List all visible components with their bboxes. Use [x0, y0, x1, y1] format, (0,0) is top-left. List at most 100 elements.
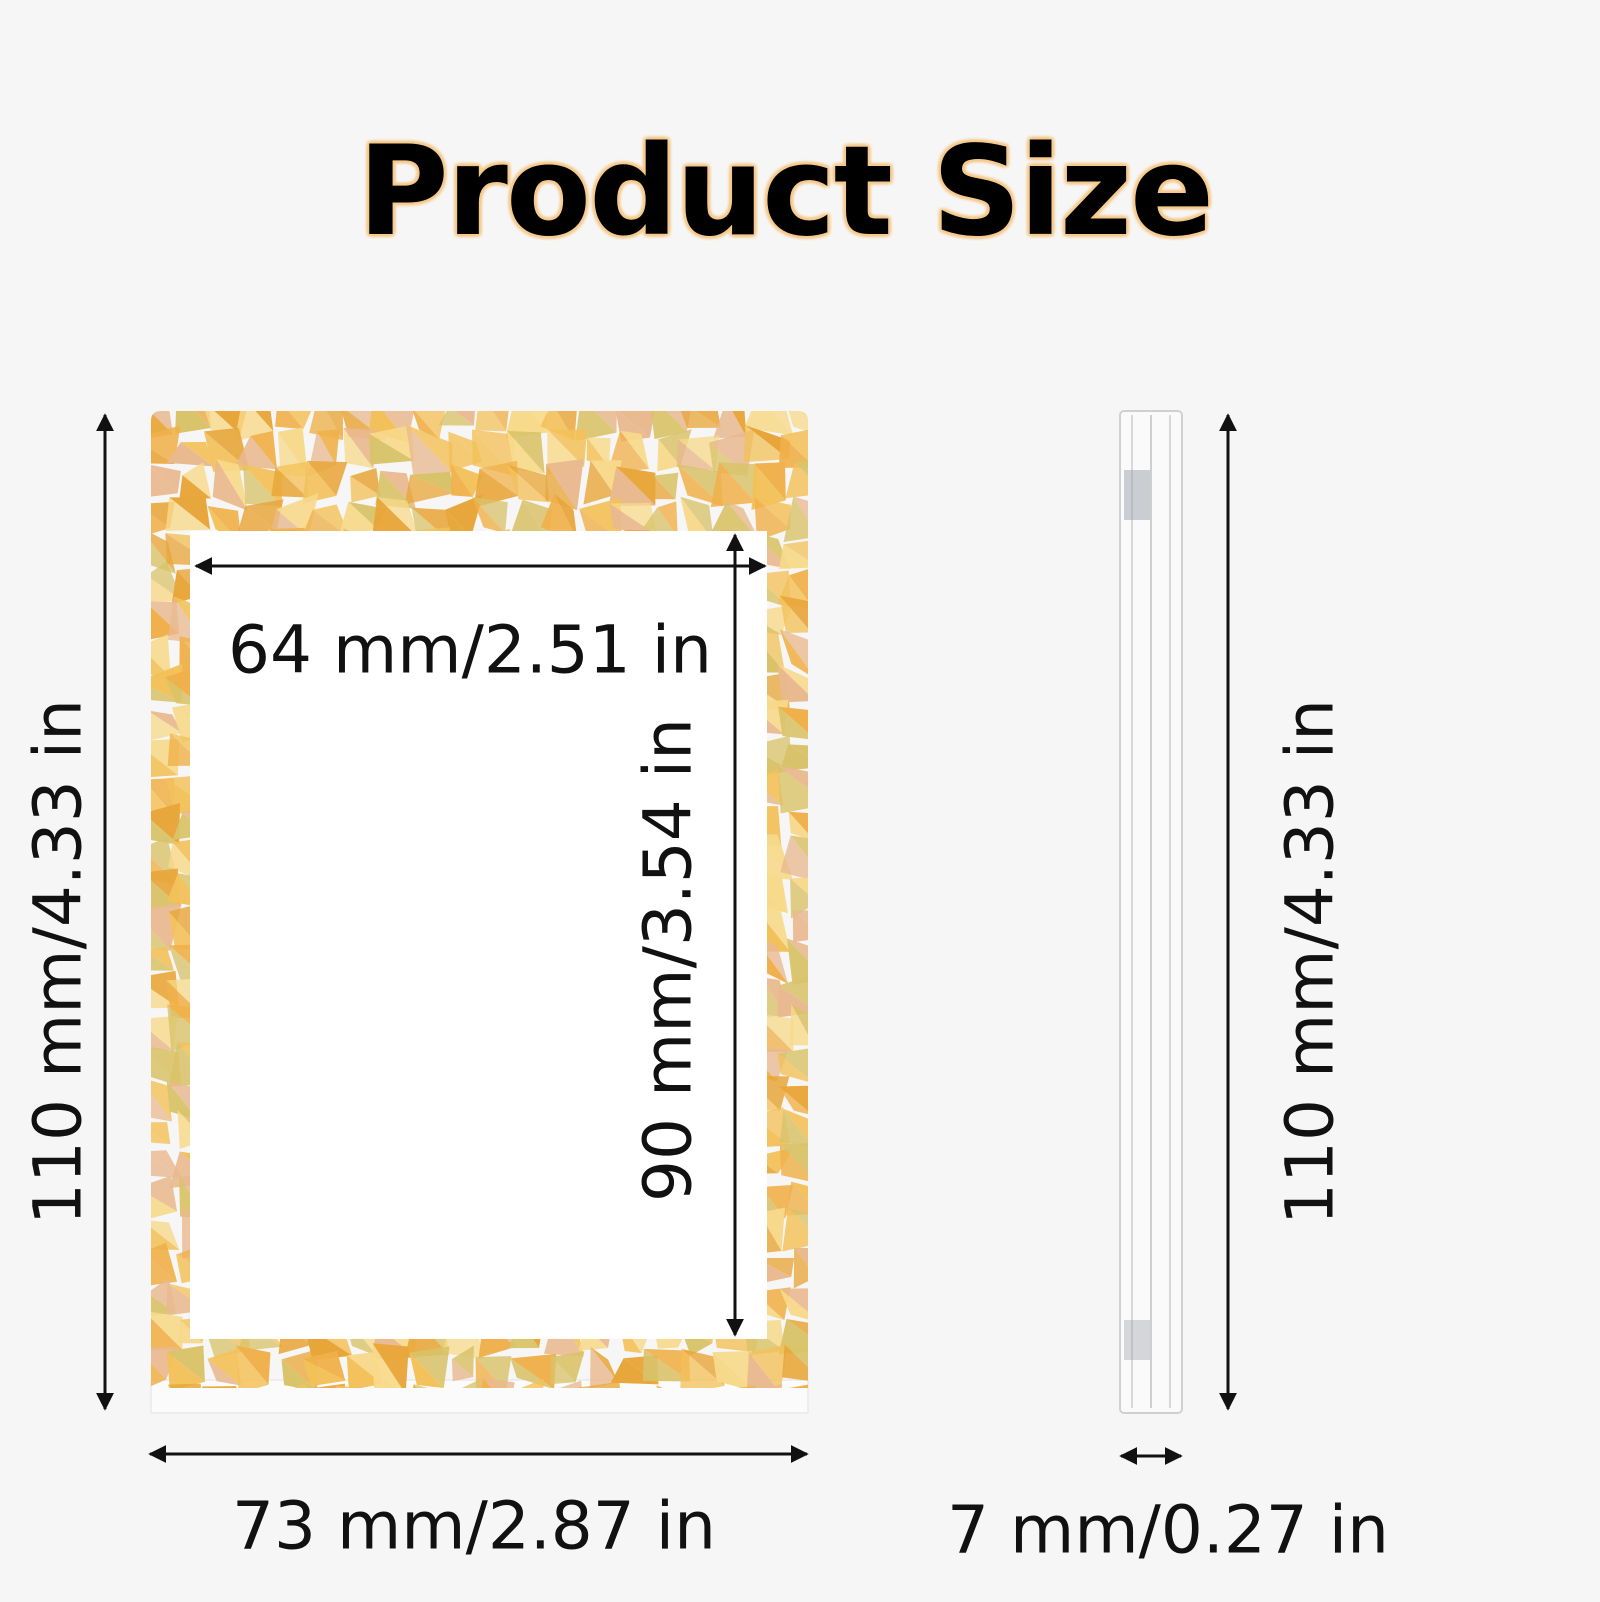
holo-facet: [207, 506, 242, 545]
holo-facet: [475, 411, 507, 432]
holo-facet: [179, 475, 212, 500]
holo-facet: [377, 497, 419, 538]
holo-facet: [547, 429, 588, 467]
holo-facet: [201, 411, 241, 435]
holo-facet: [618, 1317, 642, 1354]
holo-facet: [380, 470, 416, 509]
holo-facet: [510, 1353, 557, 1388]
holo-facet: [648, 411, 687, 440]
holo-facet: [151, 438, 175, 465]
holo-facet: [369, 425, 415, 461]
holo-facet: [793, 1247, 808, 1289]
holo-facet: [151, 1019, 174, 1051]
holo-facet: [780, 835, 808, 885]
holo-facet: [783, 1108, 808, 1148]
holo-facet: [790, 878, 808, 919]
holo-facet: [307, 460, 348, 496]
holo-facet: [777, 664, 808, 703]
holo-facet: [371, 497, 419, 541]
holo-facet: [151, 634, 171, 678]
holo-facet: [792, 910, 808, 938]
holo-facet: [343, 427, 378, 469]
holo-facet: [411, 507, 453, 544]
holo-facet: [479, 411, 511, 432]
holo-facet: [151, 1252, 178, 1286]
holo-facet: [788, 811, 808, 842]
side-view-case: [1119, 410, 1183, 1414]
page-title: Product Size: [357, 120, 1214, 264]
holo-facet: [151, 411, 173, 435]
holo-facet: [678, 435, 720, 471]
holo-facet: [451, 464, 483, 497]
holo-facet: [675, 411, 721, 429]
holo-facet: [778, 435, 808, 468]
holo-facet: [151, 1044, 181, 1087]
holo-facet: [151, 601, 180, 643]
holo-facet: [777, 1047, 808, 1084]
holo-facet: [540, 493, 578, 541]
inner-width-label: 64 mm/2.51 in: [228, 611, 712, 689]
holo-facet: [302, 1358, 346, 1387]
holo-facet: [785, 462, 808, 499]
holo-facet: [151, 646, 171, 678]
holo-facet: [583, 460, 615, 505]
holo-facet: [151, 1044, 181, 1087]
holo-facet: [791, 1181, 808, 1214]
holo-facet: [783, 496, 808, 542]
holo-facet: [554, 493, 578, 541]
holo-facet: [372, 1343, 406, 1388]
holo-facet: [615, 411, 657, 438]
holo-facet: [778, 1085, 808, 1116]
holo-facet: [754, 497, 791, 541]
holo-facet: [271, 466, 308, 498]
holo-facet: [406, 425, 453, 476]
holo-facet: [166, 1351, 205, 1388]
holo-facet: [790, 835, 808, 885]
holo-facet: [448, 431, 482, 462]
holo-facet: [476, 1378, 510, 1388]
side-height-label: 110 mm/4.33 in: [1271, 699, 1349, 1225]
holo-facet: [677, 464, 723, 507]
holo-facet: [651, 475, 676, 500]
holo-facet: [151, 813, 180, 846]
holo-facet: [778, 706, 808, 741]
holo-facet: [151, 680, 182, 703]
holo-facet: [507, 430, 545, 474]
inner-height-label: 90 mm/3.54 in: [629, 718, 707, 1202]
holo-facet: [350, 476, 381, 503]
holo-facet: [250, 431, 278, 470]
holo-facet: [472, 496, 506, 534]
holo-facet: [411, 411, 440, 440]
holo-facet: [175, 411, 212, 434]
holo-facet: [751, 463, 786, 510]
holo-facet: [179, 1176, 207, 1219]
holo-facet: [203, 427, 250, 471]
holo-facet: [302, 460, 337, 504]
holo-facet: [507, 464, 549, 503]
holo-facet: [207, 1349, 242, 1386]
holo-facet: [590, 1346, 619, 1383]
holo-facet: [653, 472, 679, 500]
holo-facet: [151, 1122, 171, 1145]
holo-facet: [151, 1219, 180, 1250]
holo-facet: [743, 425, 789, 463]
holo-facet: [680, 496, 714, 542]
holo-facet: [779, 595, 808, 633]
holo-facet: [281, 1359, 318, 1388]
holo-facet: [151, 504, 171, 536]
holo-facet: [167, 1283, 208, 1311]
holo-facet: [234, 411, 274, 442]
holo-facet: [677, 464, 723, 507]
holo-facet: [182, 462, 212, 499]
holo-facet: [779, 629, 808, 679]
holo-facet: [746, 1352, 781, 1388]
holo-facet: [151, 1187, 178, 1221]
holo-facet: [151, 1347, 167, 1388]
holo-facet: [151, 1310, 183, 1350]
holo-facet: [151, 949, 174, 971]
holo-facet: [242, 411, 274, 432]
holo-facet: [151, 663, 183, 703]
card-height-label: 110 mm/4.33 in: [19, 699, 97, 1225]
holo-facet: [166, 442, 214, 467]
holo-facet: [301, 509, 350, 538]
